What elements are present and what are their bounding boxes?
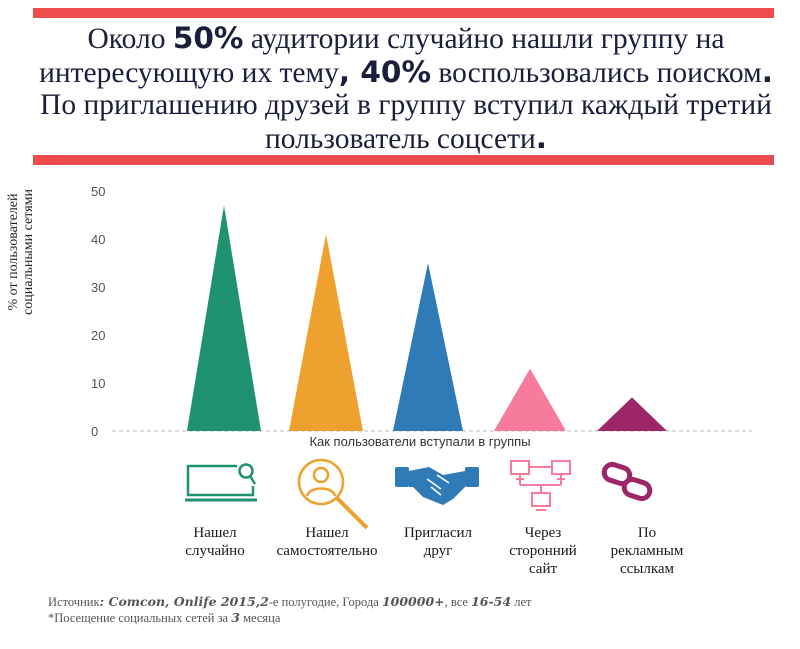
triangle-bar-chart: 0 10 20 30 40 50 Как пользователи вступали в … bbox=[91, 184, 752, 449]
category-label-5: По рекламным ссылкам bbox=[610, 525, 684, 577]
y-tick-label: 50 bbox=[91, 184, 105, 199]
y-tick-label: 30 bbox=[91, 280, 105, 295]
bar-5 bbox=[597, 397, 667, 431]
category-label-1: Нашел случайно bbox=[185, 525, 245, 559]
monitor-search-icon bbox=[185, 463, 257, 502]
headline-stat-50: 50% bbox=[172, 21, 244, 55]
note-line: *Посещение социальных сетей за 3 месяца bbox=[48, 610, 281, 625]
handshake-icon bbox=[395, 467, 479, 505]
network-icon bbox=[510, 460, 571, 511]
chain-link-icon bbox=[601, 461, 653, 502]
y-tick-label: 40 bbox=[91, 232, 105, 247]
source-line: Источник: Comcon, Onlife 2015,2-е полуго… bbox=[48, 594, 532, 609]
y-tick-label: 10 bbox=[91, 376, 105, 391]
top-accent-bar bbox=[33, 8, 774, 18]
y-tick-label: 0 bbox=[91, 424, 98, 439]
magnifier-user-icon bbox=[297, 458, 369, 530]
footnote: Источник: Comcon, Onlife 2015,2-е полуго… bbox=[48, 594, 531, 626]
bottom-accent-bar bbox=[33, 155, 774, 165]
category-label-3: Пригласил друг bbox=[403, 525, 473, 559]
y-axis-ticks: 0 10 20 30 40 50 bbox=[91, 184, 105, 439]
category-label-4: Через сторонний сайт bbox=[509, 525, 577, 577]
y-axis-label: % от пользователей социальными сетями bbox=[6, 189, 36, 315]
x-axis-label: Как пользователи вступали в группы bbox=[309, 434, 530, 449]
bar-1 bbox=[187, 205, 261, 431]
y-tick-label: 20 bbox=[91, 328, 105, 343]
chart-marks bbox=[187, 205, 667, 431]
category-label-2: Нашел самостоятельно bbox=[276, 525, 378, 559]
bar-2 bbox=[289, 234, 363, 431]
headline: Около 50% аудитории случайно нашли групп… bbox=[39, 21, 773, 155]
headline-stat-40: , 40% bbox=[338, 54, 432, 89]
bar-4 bbox=[494, 368, 566, 431]
bar-3 bbox=[393, 263, 463, 431]
